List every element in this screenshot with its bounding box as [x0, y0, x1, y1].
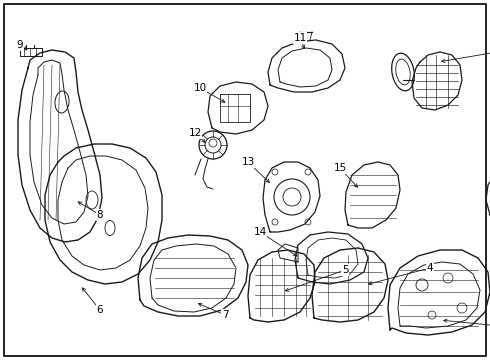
Text: 13: 13: [242, 157, 255, 167]
Text: 14: 14: [253, 227, 267, 237]
Text: 8: 8: [97, 210, 103, 220]
Text: 7: 7: [221, 310, 228, 320]
Text: 15: 15: [333, 163, 346, 173]
Text: 5: 5: [342, 265, 348, 275]
Text: 12: 12: [188, 128, 201, 138]
Text: 9: 9: [17, 40, 24, 50]
Text: 11: 11: [294, 33, 307, 43]
Text: 10: 10: [194, 83, 207, 93]
Text: 4: 4: [427, 263, 433, 273]
Text: 6: 6: [97, 305, 103, 315]
